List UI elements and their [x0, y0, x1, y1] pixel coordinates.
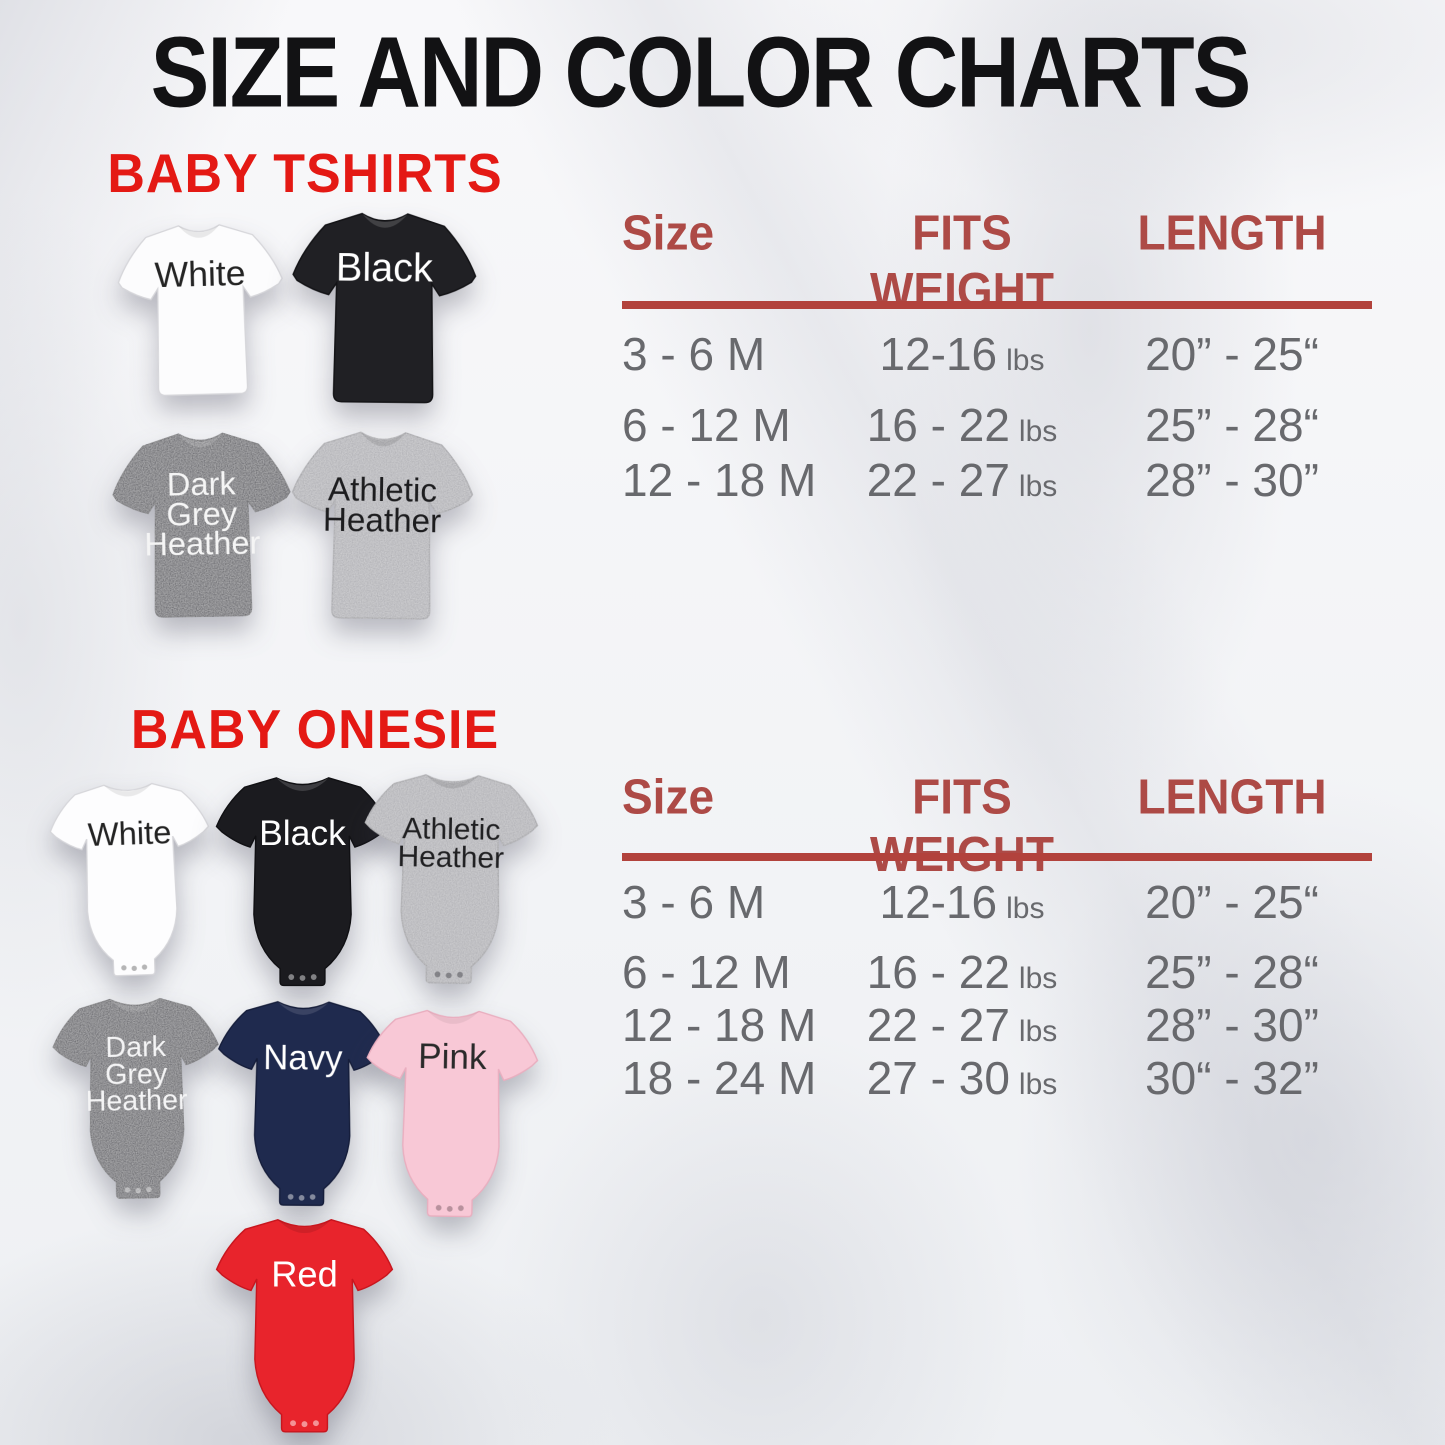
- cell-fits-weight: 27 - 30 lbs: [866, 1052, 1058, 1104]
- col-header-size: Size: [622, 205, 715, 261]
- weight-unit: lbs: [1018, 470, 1058, 503]
- tshirt-swatch-black: Black: [282, 197, 486, 417]
- onesie-snaps: [287, 1193, 316, 1201]
- garment-color-label: Black: [336, 246, 434, 291]
- cell-size: 18 - 24 M: [622, 1052, 817, 1104]
- cell-fits-weight: 16 - 22 lbs: [866, 946, 1058, 998]
- tee-collar: [178, 433, 223, 448]
- table-row: 12 - 18 M 22 - 27 lbs 28” - 30”: [622, 453, 1372, 507]
- weight-unit: lbs: [1006, 344, 1045, 377]
- col-header-size: Size: [622, 769, 715, 825]
- garment-color-label: Athletic: [328, 471, 437, 510]
- garment-color-label: Red: [271, 1254, 338, 1295]
- onesie-snaps: [290, 1420, 319, 1428]
- table-row: 12 - 18 M 22 - 27 lbs 28” - 30”: [622, 998, 1372, 1052]
- tee-body: [116, 222, 286, 398]
- tshirts-size-table: Size FITS WEIGHT LENGTH 3 - 6 M 12-16 lbs…: [622, 200, 1372, 512]
- cell-size: 12 - 18 M: [622, 454, 817, 506]
- table-divider-line: [622, 301, 1372, 309]
- onesie-collar: [109, 998, 160, 1012]
- onesie-swatch-navy: Navy: [210, 984, 395, 1214]
- tshirt-swatch-white: White: [109, 201, 292, 418]
- weight-unit: lbs: [1018, 1015, 1058, 1048]
- table-row: 6 - 12 M 16 - 22 lbs 25” - 28“: [622, 398, 1372, 452]
- garment-color-label: Heather: [397, 840, 504, 875]
- cell-fits-weight: 12-16 lbs: [879, 328, 1045, 380]
- onesie-snaps: [121, 964, 148, 971]
- tee-collar: [362, 213, 408, 228]
- garment-color-label: Athletic: [402, 812, 501, 847]
- tshirts-section-heading: BABY TSHIRTS: [107, 143, 503, 205]
- onesie-snaps: [288, 974, 317, 981]
- cell-length: 25” - 28“: [1145, 399, 1319, 451]
- cell-size: 6 - 12 M: [622, 946, 791, 998]
- cell-length: 20” - 25“: [1145, 328, 1319, 380]
- garment-color-label: Grey: [166, 494, 238, 532]
- tee-collar: [178, 224, 220, 238]
- cell-fits-weight: 12-16 lbs: [879, 876, 1045, 928]
- cell-length: 30“ - 32”: [1145, 1052, 1319, 1104]
- onesie-swatch-athletic-heather: Athletic Heather: [355, 757, 546, 991]
- garment-color-label: Heather: [85, 1084, 188, 1118]
- onesie-snaps: [435, 1204, 464, 1212]
- weight-unit: lbs: [1006, 892, 1045, 925]
- col-header-fits-weight: FITS WEIGHT: [870, 769, 1054, 881]
- onesie-swatch-pink: Pink: [357, 985, 546, 1232]
- onesie-collar: [103, 783, 152, 797]
- tee-body: [291, 212, 477, 404]
- weight-unit: lbs: [1018, 415, 1058, 448]
- onesie-snaps: [124, 1186, 152, 1194]
- garment-color-label: Navy: [263, 1039, 343, 1078]
- onesie-collar: [427, 1010, 480, 1024]
- table-row: 6 - 12 M 16 - 22 lbs 25” - 28“: [622, 945, 1372, 999]
- onesie-collar: [277, 1001, 329, 1015]
- cell-size: 6 - 12 M: [622, 399, 791, 451]
- cell-size: 3 - 6 M: [622, 328, 766, 380]
- cell-length: 20” - 25“: [1145, 876, 1319, 928]
- table-header-row: Size FITS WEIGHT LENGTH: [622, 768, 1372, 882]
- onesie-swatch-red: Red: [209, 1197, 400, 1445]
- page-title: SIZE AND COLOR CHARTS: [150, 15, 1252, 129]
- cell-fits-weight: 22 - 27 lbs: [866, 999, 1058, 1051]
- garment-color-label: White: [87, 813, 172, 853]
- garment-color-label: White: [154, 253, 246, 295]
- garment-color-label: Pink: [418, 1037, 487, 1077]
- table-divider-line: [622, 853, 1372, 861]
- onesie-collar: [276, 777, 329, 791]
- onesie-snaps: [434, 971, 463, 979]
- cell-size: 12 - 18 M: [622, 999, 817, 1051]
- onesie-body: [48, 780, 215, 979]
- col-header-length: LENGTH: [1137, 205, 1327, 261]
- onesie-body: [361, 773, 539, 986]
- weight-unit: lbs: [1018, 962, 1058, 995]
- tee-collar: [360, 432, 406, 447]
- onesie-swatch-black: Black: [209, 762, 396, 992]
- garment-color-label: Grey: [105, 1058, 168, 1091]
- cell-length: 25” - 28“: [1145, 946, 1319, 998]
- garment-color-label: Dark: [167, 465, 237, 503]
- table-row: 3 - 6 M 12-16 lbs 20” - 25“: [622, 327, 1372, 381]
- tshirt-swatch-dark-grey-heather: Dark Grey Heather: [104, 414, 300, 633]
- tshirt-swatch-athletic-heather: Athletic Heather: [281, 416, 484, 634]
- col-header-length: LENGTH: [1137, 769, 1327, 825]
- garment-color-label: Dark: [105, 1031, 167, 1064]
- onesie-swatch-dark-grey-heather: Dark Grey Heather: [45, 965, 228, 1222]
- garment-color-label: Heather: [144, 524, 261, 563]
- onesie-swatch-white: White: [41, 754, 221, 997]
- cell-fits-weight: 16 - 22 lbs: [866, 399, 1058, 451]
- table-row: 18 - 24 M 27 - 30 lbs 30“ - 32”: [622, 1051, 1372, 1105]
- cell-length: 28” - 30”: [1145, 454, 1319, 506]
- onesies-size-table: Size FITS WEIGHT LENGTH 3 - 6 M 12-16lbs…: [622, 760, 1372, 1112]
- weight-unit: lbs: [1018, 1068, 1058, 1101]
- garment-color-label: Black: [259, 813, 346, 853]
- cell-size: 3 - 6 M: [622, 876, 766, 928]
- onesies-section-heading: BABY ONESIE: [130, 699, 500, 761]
- onesie-body: [215, 1219, 394, 1433]
- cell-fits-weight: 22 - 27 lbs: [866, 454, 1058, 506]
- cell-length: 28” - 30”: [1145, 999, 1319, 1051]
- table-row: 3 - 6 M 12-16 lbs 20” - 25“: [622, 875, 1372, 929]
- onesie-collar: [277, 1219, 332, 1234]
- onesie-collar: [426, 774, 479, 789]
- garment-color-label: Heather: [323, 502, 442, 541]
